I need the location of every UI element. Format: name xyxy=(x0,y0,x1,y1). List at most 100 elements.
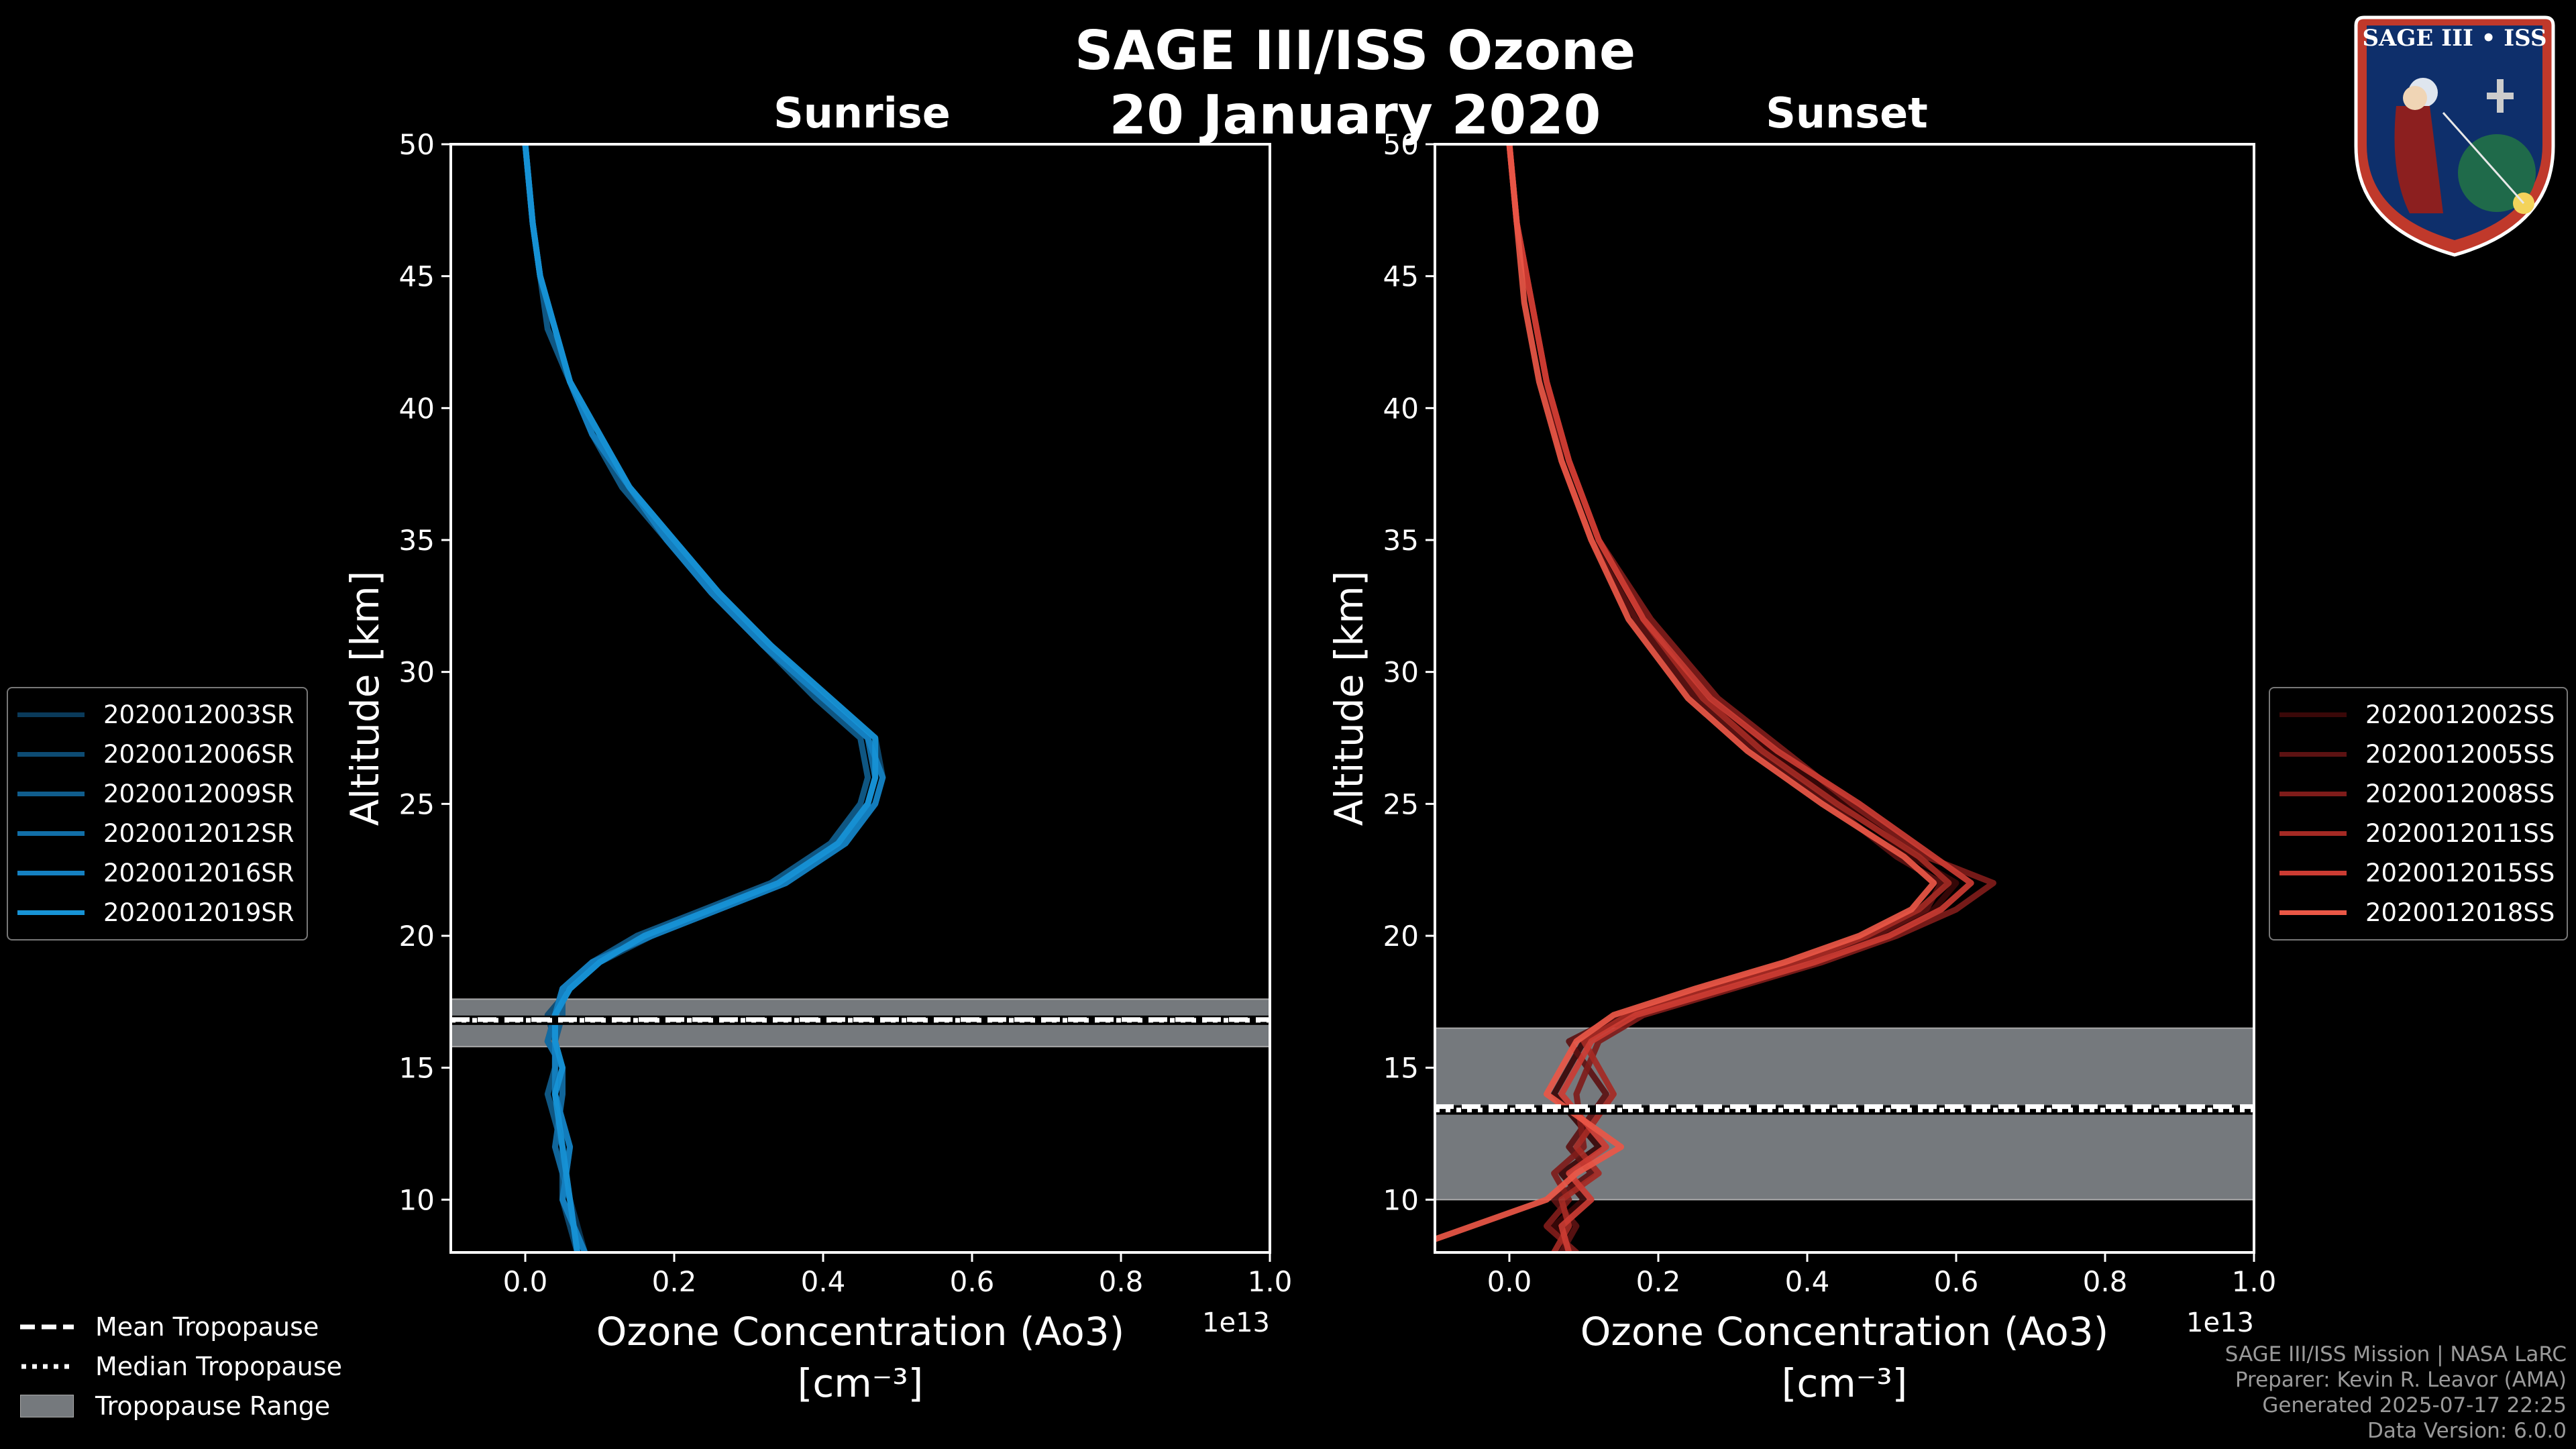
legend-item-2020012006SR: 2020012006SR xyxy=(17,735,294,774)
sunset-y-tick-label: 25 xyxy=(1383,788,1419,820)
legend-swatch xyxy=(2279,752,2347,757)
sunrise-y-tick-label: 10 xyxy=(399,1183,435,1216)
legend-label: 2020012016SR xyxy=(103,859,294,888)
sunset-axes-frame xyxy=(1434,143,2255,1254)
sunset-y-tick-label: 30 xyxy=(1383,656,1419,689)
footer-line-3: Generated 2025-07-17 22:25 xyxy=(2262,1393,2567,1417)
legend-swatch xyxy=(2279,871,2347,875)
sunrise-x-tick-label: 0.2 xyxy=(652,1265,697,1298)
title-line-1: SAGE III/ISS Ozone xyxy=(1074,19,1636,82)
legend-swatch xyxy=(17,871,85,875)
legend-label: 2020012005SS xyxy=(2365,740,2555,769)
sunrise-series-2020012019SR xyxy=(522,144,879,1252)
legend-item-2020012016SR: 2020012016SR xyxy=(17,853,294,893)
sunset-y-tick-label: 20 xyxy=(1383,920,1419,953)
legend-swatch xyxy=(17,831,85,836)
legend-swatch xyxy=(17,792,85,796)
legend-row-mean: Mean Tropopause xyxy=(20,1307,342,1346)
sunset-x-tick-label: 0.0 xyxy=(1487,1265,1532,1298)
legend-label-median: Median Tropopause xyxy=(95,1351,342,1381)
legend-label: 2020012008SS xyxy=(2365,780,2555,808)
legend-row-range: Tropopause Range xyxy=(20,1386,342,1426)
figure-title: SAGE III/ISS Ozone 20 January 2020 xyxy=(919,19,1791,148)
legend-label: 2020012012SR xyxy=(103,819,294,848)
sunrise-axes-frame xyxy=(449,143,1271,1254)
logo-banner-icon xyxy=(2367,25,2542,52)
sunset-panel-title: Sunset xyxy=(1766,89,1928,138)
sunrise-y-tick-label: 25 xyxy=(399,788,435,820)
sunset-y-tick-label: 10 xyxy=(1383,1183,1419,1216)
sunset-y-tick-label: 40 xyxy=(1383,392,1419,425)
dashed-line-key xyxy=(20,1324,74,1329)
legend-swatch xyxy=(17,712,85,717)
tropopause-legend: Mean Tropopause Median Tropopause Tropop… xyxy=(20,1307,342,1426)
sunrise-x-tick-label: 0.0 xyxy=(503,1265,548,1298)
footer-line-2: Preparer: Kevin R. Leavor (AMA) xyxy=(2235,1368,2567,1392)
logo-wizard-figure-icon xyxy=(2394,106,2443,213)
sunset-x-tick-label: 0.4 xyxy=(1785,1265,1830,1298)
legend-row-median: Median Tropopause xyxy=(20,1346,342,1386)
sunrise-x-tick-label: 0.4 xyxy=(801,1265,846,1298)
sunset-x-tick-label: 0.2 xyxy=(1636,1265,1681,1298)
legend-label-range: Tropopause Range xyxy=(95,1391,331,1421)
legend-item-2020012019SR: 2020012019SR xyxy=(17,893,294,932)
sunset-plot: 0.0 0.2 0.4 0.6 0.8 1.0 10 15 20 25 30 35 40 45 50 1e13… xyxy=(1326,128,2276,1406)
sunset-x-tick-label: 0.6 xyxy=(1934,1265,1979,1298)
legend-label: 2020012015SS xyxy=(2365,859,2555,888)
legend-swatch xyxy=(17,752,85,757)
sunset-series-group xyxy=(1435,144,1996,1252)
logo-light-path-icon xyxy=(2442,112,2525,204)
sunrise-y-tick-label: 20 xyxy=(399,920,435,953)
sunset-y-tick-label: 50 xyxy=(1383,128,1419,161)
sunrise-series-2020012009SR xyxy=(522,144,871,1252)
sunset-x-axis-unit: [cm⁻³] xyxy=(1782,1360,1908,1406)
sunset-y-axis-label: Altitude [km] xyxy=(1326,571,1372,826)
legend-swatch xyxy=(2279,831,2347,836)
legend-item-2020012011SS: 2020012011SS xyxy=(2279,814,2555,853)
sunrise-x-tick-label: 0.6 xyxy=(950,1265,995,1298)
legend-item-2020012012SR: 2020012012SR xyxy=(17,814,294,853)
legend-label: 2020012006SR xyxy=(103,740,294,769)
sunrise-y-tick-label: 15 xyxy=(399,1052,435,1085)
legend-label: 2020012019SR xyxy=(103,898,294,927)
legend-label: 2020012002SS xyxy=(2365,700,2555,729)
sunset-x-offset-label: 1e13 xyxy=(2186,1307,2254,1338)
sunrise-x-tick-label: 0.8 xyxy=(1099,1265,1144,1298)
title-line-2: 20 January 2020 xyxy=(1109,84,1601,146)
sunrise-panel-title: Sunrise xyxy=(773,89,951,138)
legend-swatch xyxy=(2279,910,2347,915)
sunset-y-tick-label: 45 xyxy=(1383,260,1419,293)
legend-label: 2020012009SR xyxy=(103,780,294,808)
sunrise-x-offset-label: 1e13 xyxy=(1202,1307,1270,1338)
sunset-series-2020012015SS xyxy=(1506,144,1974,1252)
legend-label: 2020012018SS xyxy=(2365,898,2555,927)
footer-credits: SAGE III/ISS Mission | NASA LaRC Prepare… xyxy=(2225,1342,2567,1444)
sunrise-x-axis-unit: [cm⁻³] xyxy=(798,1360,924,1406)
sunset-x-axis-label: Ozone Concentration (Ao3) xyxy=(1580,1309,2109,1354)
legend-item-2020012015SS: 2020012015SS xyxy=(2279,853,2555,893)
footer-line-4: Data Version: 6.0.0 xyxy=(2367,1419,2567,1443)
legend-swatch xyxy=(17,910,85,915)
legend-item-2020012009SR: 2020012009SR xyxy=(17,774,294,814)
legend-item-2020012008SS: 2020012008SS xyxy=(2279,774,2555,814)
sunset-y-tick-label: 15 xyxy=(1383,1052,1419,1085)
sunrise-y-tick-label: 40 xyxy=(399,392,435,425)
legend-item-2020012005SS: 2020012005SS xyxy=(2279,735,2555,774)
sunrise-x-axis-label: Ozone Concentration (Ao3) xyxy=(596,1309,1125,1354)
sunset-x-tick-label: 1.0 xyxy=(2232,1265,2277,1298)
sunrise-y-tick-label: 35 xyxy=(399,524,435,557)
legend-item-2020012002SS: 2020012002SS xyxy=(2279,695,2555,735)
legend-label: 2020012011SS xyxy=(2365,819,2555,848)
sunrise-y-tick-label: 50 xyxy=(399,128,435,161)
footer-line-1: SAGE III/ISS Mission | NASA LaRC xyxy=(2224,1342,2567,1366)
sunrise-legend: 2020012003SR 2020012006SR 2020012009SR 2020… xyxy=(7,687,308,941)
sunrise-series-group xyxy=(522,144,886,1252)
sunset-series-2020012018SS xyxy=(1435,144,1937,1242)
legend-item-2020012003SR: 2020012003SR xyxy=(17,695,294,735)
legend-label: 2020012003SR xyxy=(103,700,294,729)
sunrise-x-tick-label: 1.0 xyxy=(1248,1265,1293,1298)
legend-label-mean: Mean Tropopause xyxy=(95,1311,319,1342)
sunrise-plot: 0.0 0.2 0.4 0.6 0.8 1.0 10 15 20 25 30 35 40 45 50 1e13… xyxy=(342,128,1292,1406)
legend-swatch xyxy=(2279,712,2347,717)
